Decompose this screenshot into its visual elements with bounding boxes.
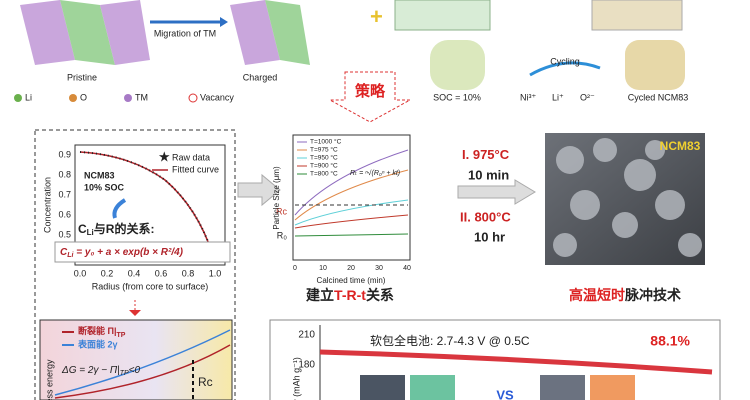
x-tick-label: 0.4	[128, 268, 141, 278]
legend-dot	[188, 93, 198, 103]
legend-label: T=1000 °C	[310, 138, 342, 146]
x-tick-label: 0.6	[155, 268, 168, 278]
image-label: NCM83	[660, 139, 701, 153]
time1: 10 min	[468, 167, 509, 182]
y-tick-label: 0.5	[58, 229, 71, 239]
y-axis-label: Concentration	[42, 177, 52, 233]
fracture-label: 断裂能 Π|TP	[78, 325, 126, 338]
sample-label: NCM83	[84, 170, 115, 180]
x-tick-label: 20	[347, 265, 355, 272]
capacity-curve	[319, 349, 713, 375]
y-tick-label: 0.6	[58, 209, 71, 219]
mid-legend: T=1000 °CT=975 °CT=950 °CT=900 °CT=800 °…	[297, 138, 342, 178]
legend-dot	[124, 94, 132, 102]
delta-g: ΔG = 2γ − Π|TP<0	[61, 365, 140, 377]
arrow	[237, 173, 281, 207]
legend-label: TM	[135, 92, 148, 102]
legend-dot	[14, 94, 22, 102]
legend-label: Raw data	[172, 152, 210, 162]
soc-label: 10% SOC	[84, 182, 125, 192]
rc-label: Rc	[198, 375, 213, 389]
x-tick-label: 0.8	[182, 268, 195, 278]
legend-label: T=900 °C	[310, 162, 338, 170]
legend-label: Li	[25, 92, 32, 102]
x-tick-label: 40	[403, 265, 411, 272]
x-axis-label: Calcined time (min)	[317, 276, 386, 285]
caption: 建立T-R-t关系	[306, 287, 394, 303]
caption: 高温短时脉冲技术	[569, 287, 681, 303]
x-tick-label: 1.0	[209, 268, 222, 278]
formula-box	[54, 241, 231, 263]
cycled-label: Cycled NCM83	[628, 92, 689, 102]
y-axis-label: city (mAh g⁻¹)	[291, 357, 301, 400]
retention: 88.1%	[650, 333, 690, 349]
y-tick-label: 0.9	[58, 149, 71, 159]
charged-label: Charged	[243, 72, 278, 82]
left-plot-frame	[74, 144, 226, 266]
surface-label: 表面能 2γ	[77, 338, 118, 349]
y-tick-label: 0.7	[58, 189, 71, 199]
arrow	[457, 179, 536, 205]
legend-dot	[69, 94, 77, 102]
ion-label: O²⁻	[580, 92, 595, 102]
ion-label: Ni³⁺	[520, 92, 536, 102]
mid-plot-frame	[292, 134, 411, 261]
battery-y-ticks: 210 180	[298, 330, 315, 371]
soc-label: SOC = 10%	[433, 92, 481, 102]
legend-marker: ★	[158, 149, 171, 165]
surface-curve	[54, 329, 231, 396]
legend-label: T=950 °C	[310, 154, 338, 162]
crystal-structures: +	[14, 0, 685, 103]
step2: II. 800°C	[460, 209, 511, 224]
legend-label: T=975 °C	[310, 146, 338, 154]
vs-label: VS	[496, 387, 514, 400]
time2: 10 hr	[474, 229, 505, 244]
plus: +	[370, 4, 383, 29]
blue-arrow	[112, 198, 127, 219]
y-tick-label: 180	[298, 360, 315, 371]
y-tick-label: 210	[298, 330, 315, 341]
relation-text: CLi与R的关系:	[78, 221, 154, 237]
strategy-arrow	[329, 71, 411, 123]
legend-label: T=800 °C	[310, 170, 338, 178]
growth-formula: Rₜ = ⁿ√(R₀ⁿ + kt)	[350, 169, 400, 177]
fracture-curve	[54, 344, 231, 399]
x-tick-label: 10	[319, 265, 327, 272]
formula: CLi = y₀ + a × exp(b × R²/4)	[60, 247, 184, 259]
legend-label: O	[80, 92, 87, 102]
legend-label: Fitted curve	[172, 164, 219, 174]
left-frame	[34, 129, 236, 400]
ion-label: Li⁺	[552, 92, 564, 102]
legend-label: Vacancy	[200, 92, 234, 102]
r0-label: R₀	[277, 230, 287, 240]
pristine-label: Pristine	[67, 72, 97, 82]
mid-x-ticks: 0 10 20 30 40	[293, 265, 411, 272]
y-axis-label: Particle Size (μm)	[272, 166, 281, 230]
battery-panel	[269, 319, 721, 400]
strategy-label: 策略	[354, 82, 386, 100]
x-tick-label: 30	[375, 265, 383, 272]
battery-title: 软包全电池: 2.7-4.3 V @ 0.5C	[370, 333, 530, 348]
left-x-ticks: 0.0 0.2 0.4 0.6 0.8 1.0	[74, 268, 222, 278]
step1: I. 975°C	[462, 147, 510, 162]
x-tick-label: 0.2	[101, 268, 114, 278]
rc-label: Rc	[276, 206, 287, 216]
x-tick-label: 0.0	[74, 268, 87, 278]
y-tick-label: 0.8	[58, 169, 71, 179]
cycling-label: Cycling	[550, 56, 580, 66]
migration-label: Migration of TM	[154, 28, 216, 38]
x-axis-label: Radius (from core to surface)	[92, 281, 209, 291]
y-axis-label: nless energy	[44, 359, 54, 400]
x-tick-label: 0	[293, 265, 297, 272]
raw-data	[79, 151, 216, 263]
